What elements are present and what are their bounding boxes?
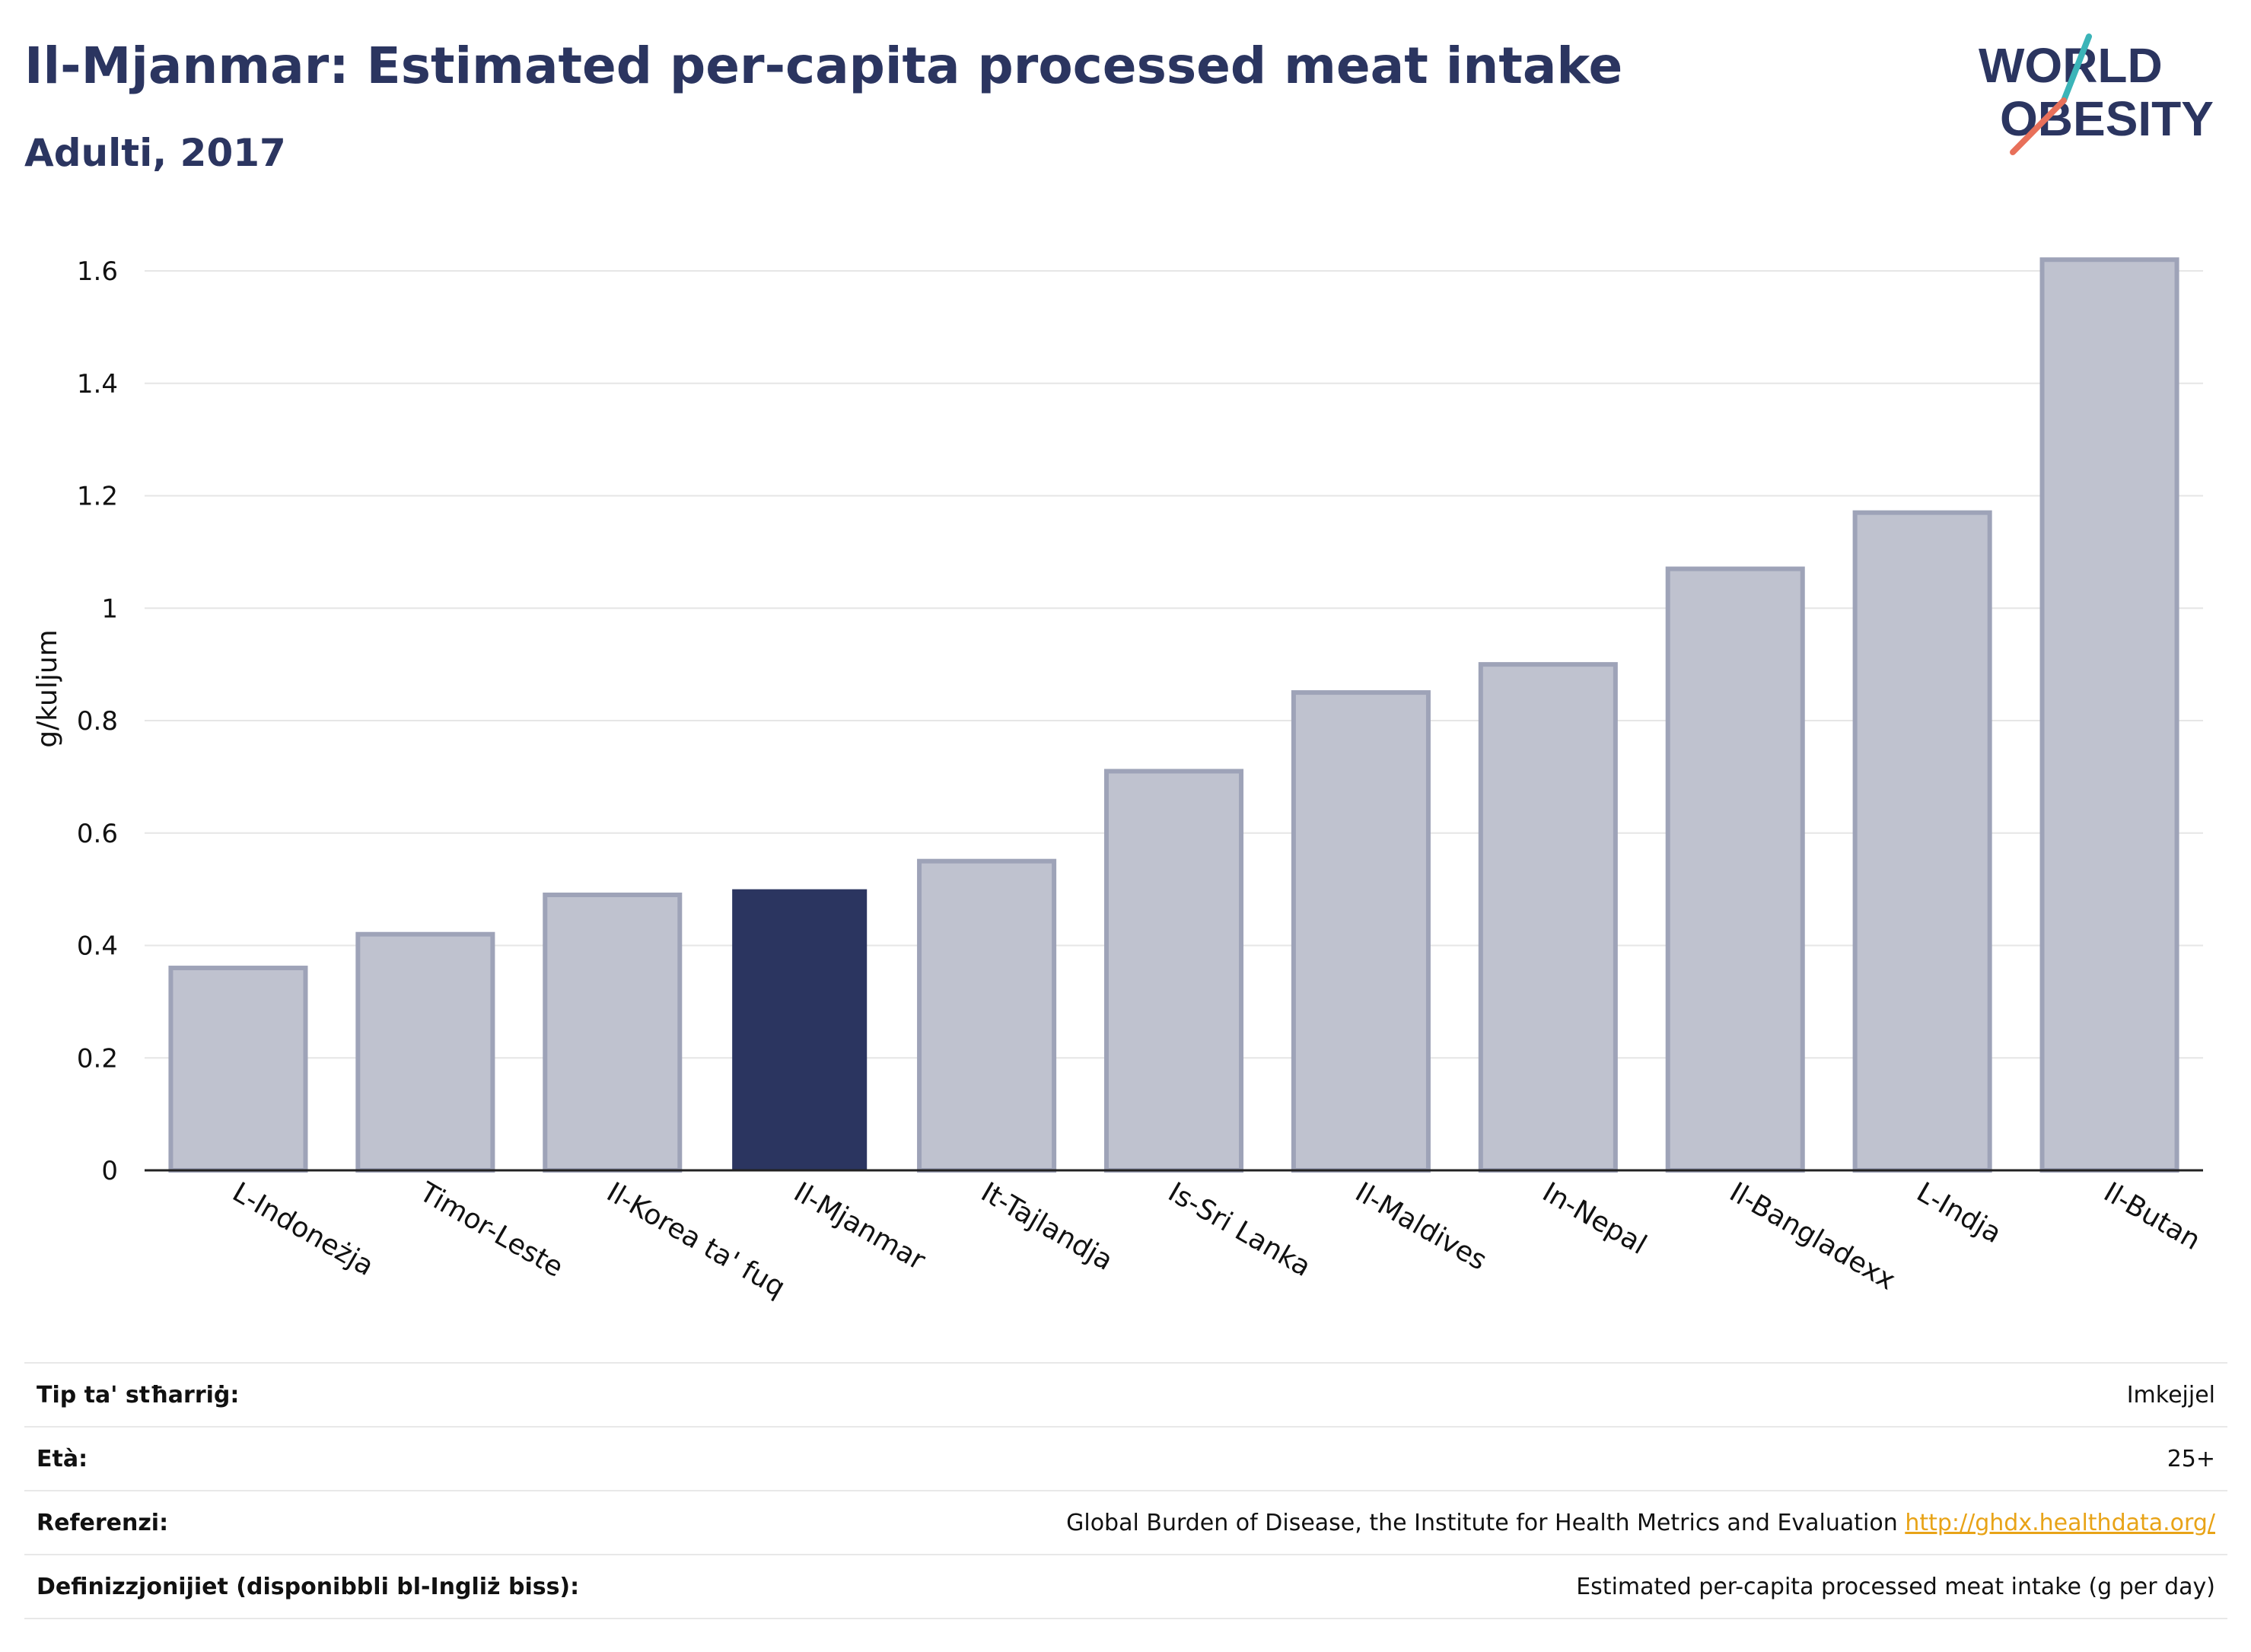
logo-slash-teal xyxy=(2061,33,2092,103)
reference-text: Global Burden of Disease, the Institute … xyxy=(1066,1509,1898,1536)
info-row-age: Età: 25+ xyxy=(24,1426,2227,1491)
info-row-definitions: Definizzjonijiet (disponibbli bl-Ingliż … xyxy=(24,1554,2227,1619)
bar xyxy=(543,893,683,1173)
info-table: Tip ta' stħarriġ: Imkejjel Età: 25+ Refe… xyxy=(24,1362,2227,1619)
bar xyxy=(1291,690,1431,1173)
bar-chart: 0 0.2 0.4 0.6 0.8 1 1.2 1.4 1.6 g/kuljum L-Indoneż… xyxy=(32,256,2206,1303)
bar xyxy=(1478,662,1618,1173)
info-key: Definizzjonijiet (disponibbli bl-Ingliż … xyxy=(24,1554,743,1619)
info-key: Tip ta' stħarriġ: xyxy=(24,1362,743,1428)
y-tick-label: 1.6 xyxy=(77,256,118,287)
info-row-survey-type: Tip ta' stħarriġ: Imkejjel xyxy=(24,1362,2227,1428)
y-tick-label: 0 xyxy=(101,1156,118,1186)
x-tick-label: Timor-Leste xyxy=(413,1176,568,1284)
bar xyxy=(1665,566,1805,1173)
y-tick-label: 1.4 xyxy=(77,369,118,399)
info-value: 25+ xyxy=(742,1426,2227,1491)
info-value: Estimated per-capita processed meat inta… xyxy=(742,1554,2227,1619)
x-tick-label: Il-Korea ta' fuq xyxy=(601,1176,790,1303)
bar xyxy=(168,966,308,1173)
bar-highlighted xyxy=(732,889,868,1170)
logo-text-obesity: OBESITY xyxy=(2000,91,2214,146)
bar xyxy=(1852,510,1992,1173)
bar xyxy=(355,931,495,1173)
bar xyxy=(917,858,1057,1173)
world-obesity-logo: WORLD OBESITY xyxy=(1979,33,2214,155)
info-value: Imkejjel xyxy=(742,1362,2227,1428)
y-tick-label: 1 xyxy=(101,594,118,624)
y-tick-label: 1.2 xyxy=(77,482,118,512)
bar xyxy=(1103,769,1244,1173)
x-tick-label: Il-Maldives xyxy=(1350,1176,1492,1276)
y-tick-label: 0.6 xyxy=(77,819,118,849)
x-tick-label: Il-Butan xyxy=(2099,1176,2206,1256)
y-tick-label: 0.2 xyxy=(77,1043,118,1074)
reference-link[interactable]: http://ghdx.healthdata.org/ xyxy=(1905,1509,2215,1536)
chart-subtitle: Adulti, 2017 xyxy=(24,131,286,175)
info-key: Referenzi: xyxy=(24,1490,743,1555)
y-axis-label: g/kuljum xyxy=(32,629,63,747)
x-tick-label: Il-Bangladexx xyxy=(1724,1176,1901,1296)
x-tick-label: L-Indoneżja xyxy=(227,1176,378,1282)
x-tick-label: Il-Mjanmar xyxy=(788,1176,930,1276)
info-value: Global Burden of Disease, the Institute … xyxy=(742,1490,2227,1555)
x-tick-label: L-Indja xyxy=(1912,1176,2007,1249)
x-tick-label: Is-Sri Lanka xyxy=(1163,1176,1316,1283)
x-tick-label: It-Tajlandja xyxy=(976,1176,1118,1277)
info-key: Età: xyxy=(24,1426,743,1491)
y-tick-label: 0.4 xyxy=(77,931,118,962)
chart-title: Il-Mjanmar: Estimated per-capita process… xyxy=(24,37,1623,95)
info-row-references: Referenzi: Global Burden of Disease, the… xyxy=(24,1490,2227,1555)
y-tick-label: 0.8 xyxy=(77,706,118,737)
x-tick-label: In-Nepal xyxy=(1537,1176,1652,1261)
logo-slash-coral xyxy=(2010,97,2067,155)
bar xyxy=(2039,257,2179,1173)
